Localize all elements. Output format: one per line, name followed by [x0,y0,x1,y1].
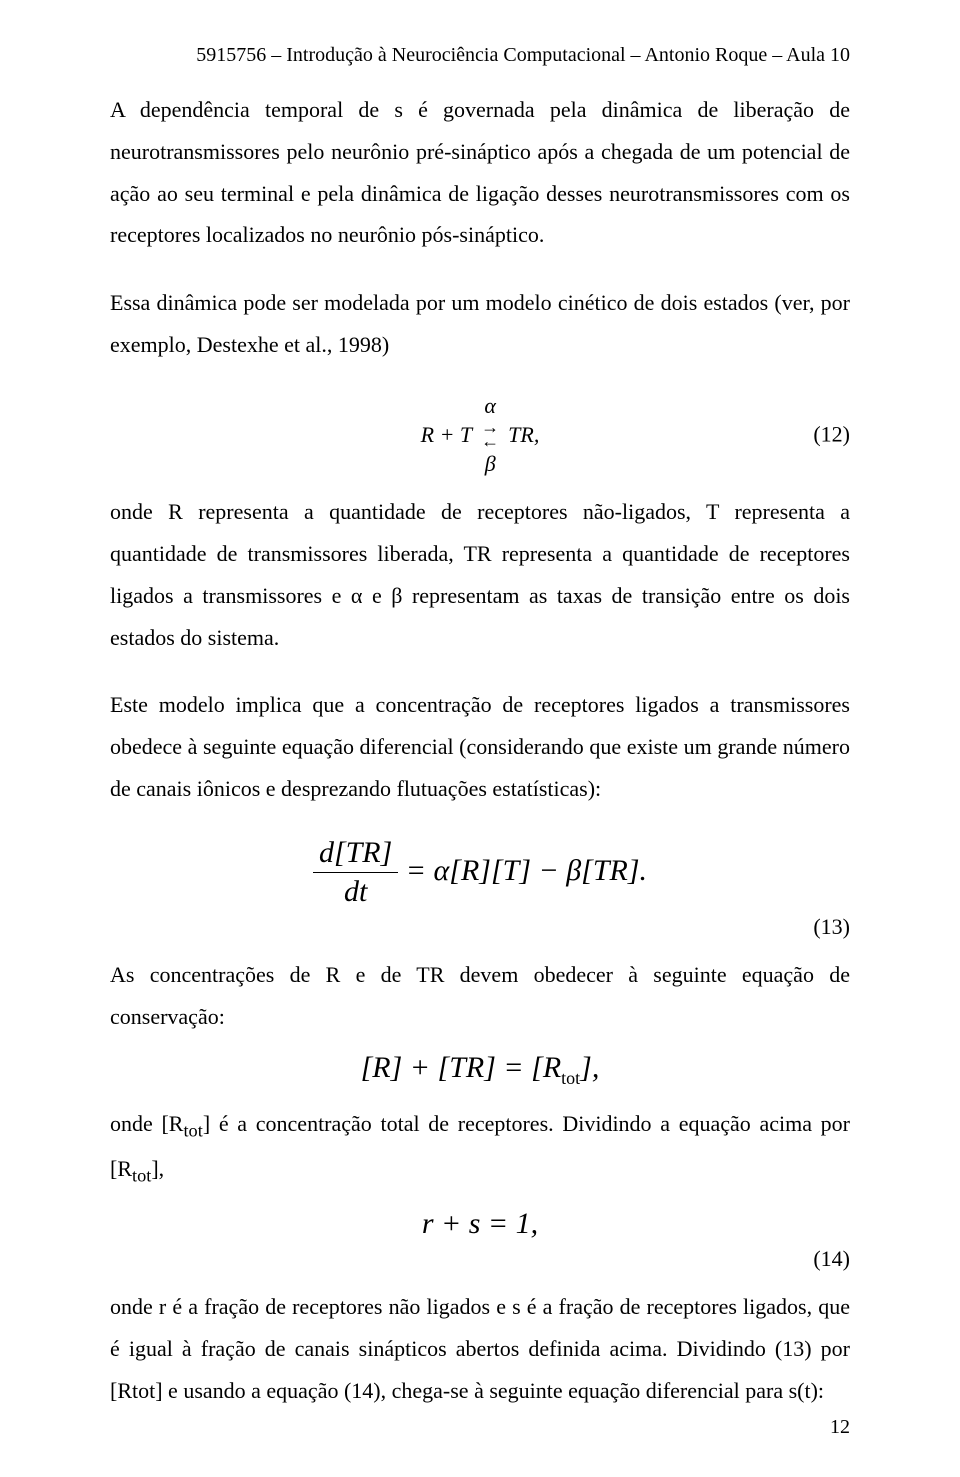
eq-conserv-expr: [R] + [TR] = [R [361,1051,562,1084]
paragraph-6: onde [Rtot] é a concentração total de re… [110,1103,850,1193]
eq13-frac-num: d[TR] [313,836,398,874]
p6-b: ] é a concentração total de receptores. … [110,1111,850,1181]
paragraph-4: Este modelo implica que a concentração d… [110,684,850,809]
paragraph-1: A dependência temporal de s é governada … [110,89,850,256]
eq-conserv-tail: ], [580,1051,599,1084]
p6-a: onde [R [110,1111,183,1136]
p6-sub-1: tot [183,1120,202,1140]
eq12-arrows: →← [481,420,499,449]
eq-rs-expr: r + s = 1, [422,1207,538,1240]
page-number: 12 [830,1416,850,1439]
equation-13-expr: d[TR] dt = α[R][T] − β[TR]. [110,836,850,910]
eq12-lhs: R + T [421,422,473,447]
page: 5915756 – Introdução à Neurociência Comp… [0,0,960,1477]
paragraph-3: onde R representa a quantidade de recept… [110,491,850,658]
eq13-rhs: = α[R][T] − β[TR]. [398,854,647,887]
eq12-rhs: TR, [508,422,539,447]
p6-sub-2: tot [132,1166,151,1186]
equation-12: α R + T →← TR, β (12) [110,392,850,477]
running-head: 5915756 – Introdução à Neurociência Comp… [110,44,850,67]
p6-c: ], [151,1156,164,1181]
eq12-number: (12) [813,422,850,447]
equation-conservation: [R] + [TR] = [Rtot], [110,1051,850,1089]
eq-conserv-sub: tot [561,1068,580,1088]
equation-14-number: (14) [110,1246,850,1272]
equation-13-number: (13) [110,914,850,940]
paragraph-2: Essa dinâmica pode ser modelada por um m… [110,282,850,366]
paragraph-5: As concentrações de R e de TR devem obed… [110,954,850,1038]
eq12-rate-beta: β [481,451,499,476]
eq13-frac-den: dt [313,873,398,910]
equation-rs: r + s = 1, [110,1207,850,1242]
paragraph-7: onde r é a fração de receptores não liga… [110,1286,850,1411]
eq12-rate-alpha: α [481,393,499,418]
